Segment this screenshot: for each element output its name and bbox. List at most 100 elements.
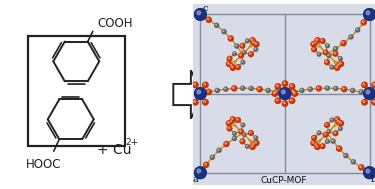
Circle shape (241, 60, 245, 64)
Circle shape (236, 65, 240, 70)
Circle shape (313, 136, 314, 138)
Circle shape (334, 132, 336, 133)
Circle shape (333, 131, 338, 136)
Circle shape (246, 39, 249, 43)
Circle shape (232, 52, 236, 56)
Circle shape (195, 88, 206, 99)
Circle shape (282, 101, 288, 106)
Circle shape (330, 118, 334, 122)
Circle shape (194, 83, 195, 85)
Circle shape (330, 65, 334, 69)
Circle shape (240, 43, 245, 48)
Circle shape (331, 119, 332, 120)
Circle shape (337, 120, 339, 122)
Circle shape (360, 91, 361, 92)
Circle shape (366, 11, 370, 15)
Circle shape (317, 53, 321, 56)
Circle shape (321, 40, 323, 41)
Circle shape (241, 123, 245, 127)
Circle shape (197, 11, 201, 15)
Circle shape (258, 88, 260, 89)
Circle shape (246, 40, 248, 41)
Circle shape (345, 154, 346, 156)
Circle shape (315, 144, 320, 149)
Circle shape (237, 66, 238, 67)
Circle shape (320, 144, 325, 149)
Circle shape (366, 169, 370, 173)
Circle shape (317, 87, 319, 88)
Circle shape (363, 83, 364, 85)
Circle shape (290, 85, 292, 87)
Circle shape (326, 61, 327, 62)
Circle shape (250, 87, 251, 88)
Circle shape (363, 101, 364, 102)
Circle shape (195, 88, 206, 99)
Circle shape (290, 84, 295, 89)
Circle shape (232, 132, 236, 135)
Circle shape (275, 91, 277, 92)
Circle shape (231, 118, 233, 119)
Circle shape (225, 143, 226, 144)
Circle shape (326, 87, 327, 88)
Circle shape (233, 137, 234, 139)
Text: HOOC: HOOC (26, 158, 62, 171)
Circle shape (249, 52, 253, 57)
Circle shape (275, 98, 280, 103)
Circle shape (233, 53, 234, 54)
Circle shape (225, 88, 226, 89)
Circle shape (230, 120, 233, 124)
Circle shape (327, 54, 331, 57)
Circle shape (240, 130, 241, 132)
Circle shape (339, 58, 340, 59)
Circle shape (337, 64, 339, 65)
Circle shape (362, 21, 364, 22)
Circle shape (336, 119, 341, 124)
Circle shape (312, 43, 314, 44)
Circle shape (334, 86, 338, 90)
Circle shape (204, 83, 206, 85)
Circle shape (204, 101, 206, 102)
Circle shape (249, 132, 251, 133)
Circle shape (333, 51, 338, 56)
Circle shape (215, 88, 219, 92)
Circle shape (197, 11, 201, 15)
Circle shape (364, 167, 375, 179)
Circle shape (334, 48, 336, 49)
Circle shape (359, 165, 364, 170)
Circle shape (366, 169, 370, 173)
Circle shape (366, 11, 370, 15)
Circle shape (193, 100, 198, 105)
Circle shape (309, 88, 310, 89)
Circle shape (274, 90, 279, 94)
Circle shape (315, 38, 320, 43)
Circle shape (311, 42, 316, 47)
Circle shape (312, 142, 314, 143)
Circle shape (253, 143, 254, 145)
Circle shape (202, 100, 208, 105)
Circle shape (195, 9, 206, 20)
Circle shape (239, 129, 243, 134)
Circle shape (339, 61, 344, 66)
Text: + Cu: + Cu (98, 143, 132, 157)
Circle shape (226, 61, 231, 66)
Circle shape (218, 149, 219, 150)
Circle shape (243, 134, 244, 135)
Circle shape (230, 65, 236, 70)
Circle shape (282, 81, 288, 86)
Circle shape (206, 17, 211, 22)
Circle shape (284, 82, 285, 84)
Circle shape (300, 88, 304, 92)
Circle shape (249, 131, 253, 135)
Circle shape (326, 45, 328, 46)
Circle shape (339, 121, 344, 126)
Circle shape (317, 131, 321, 135)
Circle shape (228, 127, 230, 129)
Circle shape (336, 63, 341, 68)
Circle shape (356, 29, 358, 30)
Circle shape (230, 64, 231, 65)
Circle shape (210, 155, 214, 159)
Text: CuCP-MOF: CuCP-MOF (261, 176, 308, 184)
Circle shape (279, 88, 291, 99)
Circle shape (315, 42, 316, 43)
Circle shape (313, 48, 314, 50)
